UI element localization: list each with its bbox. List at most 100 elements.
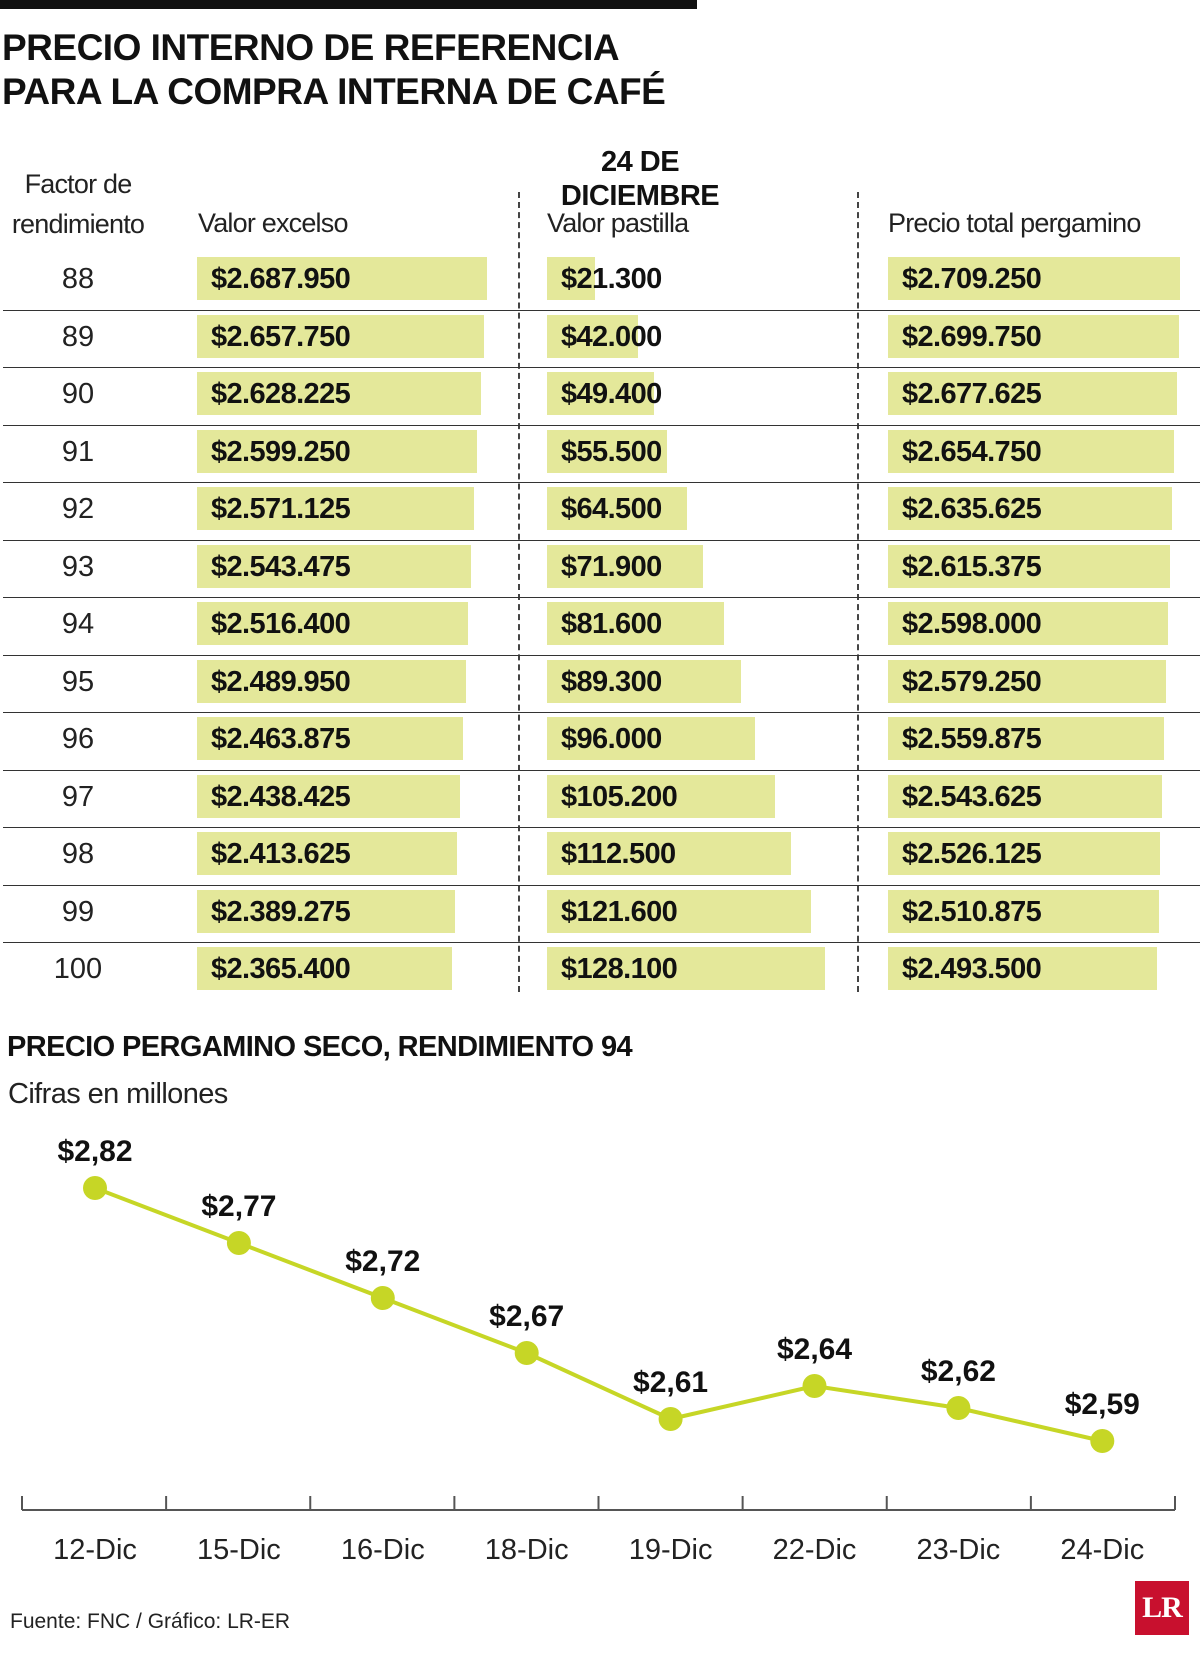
bar-excelso [197, 314, 484, 358]
value-pastilla: $21.300 [561, 263, 662, 295]
row-separator [3, 309, 1200, 311]
bar-total [888, 372, 1177, 415]
bar-excelso [197, 889, 455, 933]
value-pastilla: $49.400 [561, 378, 662, 410]
value-total: $2.510.875 [902, 895, 1042, 928]
bar-pastilla [547, 717, 756, 760]
data-point [226, 1231, 251, 1255]
factor-cell: 98 [61, 838, 95, 870]
value-excelso: $2.571.125 [211, 493, 351, 525]
bar-pastilla [547, 832, 792, 875]
bar-total [888, 314, 1179, 358]
column-divider [518, 192, 520, 992]
source-note: Fuente: FNC / Gráfico: LR-ER [10, 1610, 291, 1633]
bar-total [888, 947, 1157, 990]
data-label: $2,77 [201, 1190, 276, 1223]
title-line-2: PARA LA COMPRA INTERNA DE CAFÉ [2, 71, 666, 112]
table-row: 99 $2.389.275 $121.600 $2.510.875 [0, 886, 1200, 943]
value-excelso: $2.463.875 [211, 723, 351, 755]
value-total: $2.677.625 [902, 378, 1042, 410]
chart-subtitle: Cifras en millones [8, 1078, 228, 1110]
price-table: 88 $2.687.950 $21.300 $2.709.250 89 $2.657.75… [0, 253, 1200, 1001]
row-separator [3, 654, 1200, 656]
value-pastilla: $89.300 [561, 665, 662, 698]
value-total: $2.526.125 [902, 838, 1042, 870]
row-separator [3, 827, 1200, 828]
column-header-total: Precio total pergamino [888, 208, 1141, 238]
table-row: 89 $2.657.750 $42.000 $2.699.750 [0, 311, 1200, 368]
bar-total [888, 544, 1170, 588]
bar-total [888, 602, 1168, 645]
table-row: 91 $2.599.250 $55.500 $2.654.750 [0, 426, 1200, 483]
factor-cell: 95 [61, 665, 95, 698]
row-separator [3, 884, 1200, 886]
table-row: 94 $2.516.400 $81.600 $2.598.000 [0, 598, 1200, 656]
table-row: 90 $2.628.225 $49.400 $2.677.625 [0, 368, 1200, 426]
bar-excelso [197, 774, 461, 818]
bar-pastilla [547, 602, 725, 645]
bar-pastilla [547, 774, 776, 818]
bar-excelso [197, 372, 481, 415]
data-point [946, 1396, 971, 1420]
value-total: $2.579.250 [902, 665, 1042, 698]
x-tick-label: 19-Dic [629, 1534, 713, 1566]
data-point [83, 1176, 107, 1200]
factor-cell: 93 [61, 550, 95, 583]
x-tick-label: 24-Dic [1060, 1534, 1144, 1566]
value-pastilla: $121.600 [561, 895, 678, 928]
value-total: $2.699.750 [902, 320, 1042, 353]
bar-excelso [197, 257, 487, 300]
bar-pastilla [547, 544, 704, 588]
row-separator [3, 597, 1200, 598]
table-date-header: 24 DE DICIEMBRE [560, 146, 720, 212]
data-point [658, 1407, 683, 1431]
factor-cell: 90 [61, 378, 95, 410]
factor-cell: 89 [61, 320, 95, 353]
chart-title: PRECIO PERGAMINO SECO, RENDIMIENTO 94 [7, 1031, 633, 1063]
bar-total [888, 429, 1175, 473]
value-total: $2.559.875 [902, 723, 1042, 755]
row-separator [3, 942, 1200, 943]
page-title: PRECIO INTERNO DE REFERENCIA PARA LA COM… [2, 26, 666, 114]
column-header-excelso: Valor excelso [198, 208, 348, 238]
bar-total [888, 832, 1161, 875]
x-tick-label: 16-Dic [341, 1534, 425, 1566]
bar-total [888, 659, 1166, 703]
value-excelso: $2.657.750 [211, 320, 351, 353]
value-excelso: $2.413.625 [211, 838, 351, 870]
value-total: $2.635.625 [902, 493, 1042, 525]
bar-pastilla [547, 372, 655, 415]
column-header-factor: Factor de rendimiento [0, 164, 156, 244]
column-divider [857, 192, 859, 992]
value-excelso: $2.628.225 [211, 378, 351, 410]
factor-cell: 91 [61, 435, 95, 468]
value-excelso: $2.489.950 [211, 665, 351, 698]
table-row: 100 $2.365.400 $128.100 $2.493.500 [0, 943, 1200, 1001]
data-point [1090, 1429, 1115, 1453]
x-tick-label: 12-Dic [53, 1534, 137, 1566]
value-pastilla: $42.000 [561, 320, 662, 353]
data-label: $2,59 [1065, 1388, 1140, 1421]
table-row: 88 $2.687.950 $21.300 $2.709.250 [0, 253, 1200, 311]
bar-total [888, 487, 1173, 530]
table-row: 98 $2.413.625 $112.500 $2.526.125 [0, 828, 1200, 886]
data-point [802, 1374, 827, 1398]
value-excelso: $2.599.250 [211, 435, 351, 468]
bar-total [888, 774, 1163, 818]
value-total: $2.493.500 [902, 953, 1042, 985]
value-pastilla: $55.500 [561, 435, 662, 468]
bar-pastilla [547, 487, 687, 530]
bar-pastilla [547, 314, 639, 358]
value-pastilla: $105.200 [561, 780, 678, 813]
bar-total [888, 717, 1164, 760]
row-separator [3, 769, 1200, 771]
bar-total [888, 257, 1180, 300]
value-total: $2.543.625 [902, 780, 1042, 813]
bar-excelso [197, 487, 475, 530]
table-row: 93 $2.543.475 $71.900 $2.615.375 [0, 541, 1200, 598]
value-pastilla: $128.100 [561, 953, 678, 985]
data-label: $2,72 [345, 1245, 420, 1278]
data-label: $2,61 [633, 1366, 708, 1399]
data-label: $2,82 [57, 1135, 132, 1168]
